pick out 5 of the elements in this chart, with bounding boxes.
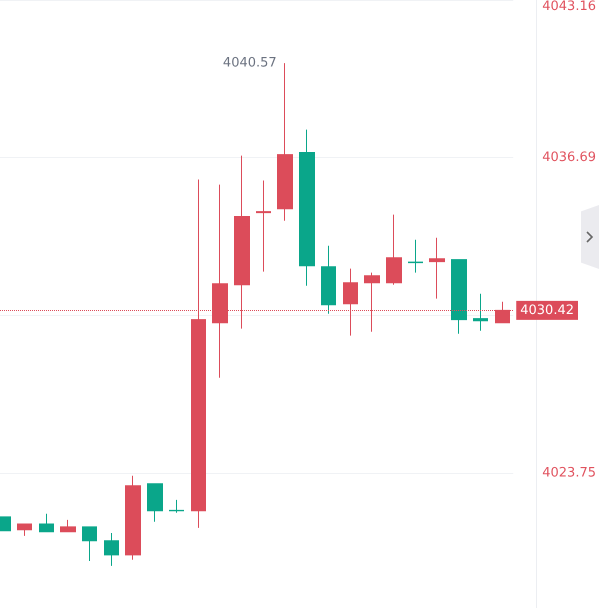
y-tick-label: 4043.16 — [542, 0, 596, 14]
annotation: 4040.57 — [222, 56, 277, 71]
y-tick-label: 4023.75 — [542, 465, 596, 480]
y-tick-label: 4036.69 — [542, 150, 596, 166]
ref-line-label: 4030.42 — [520, 302, 574, 318]
